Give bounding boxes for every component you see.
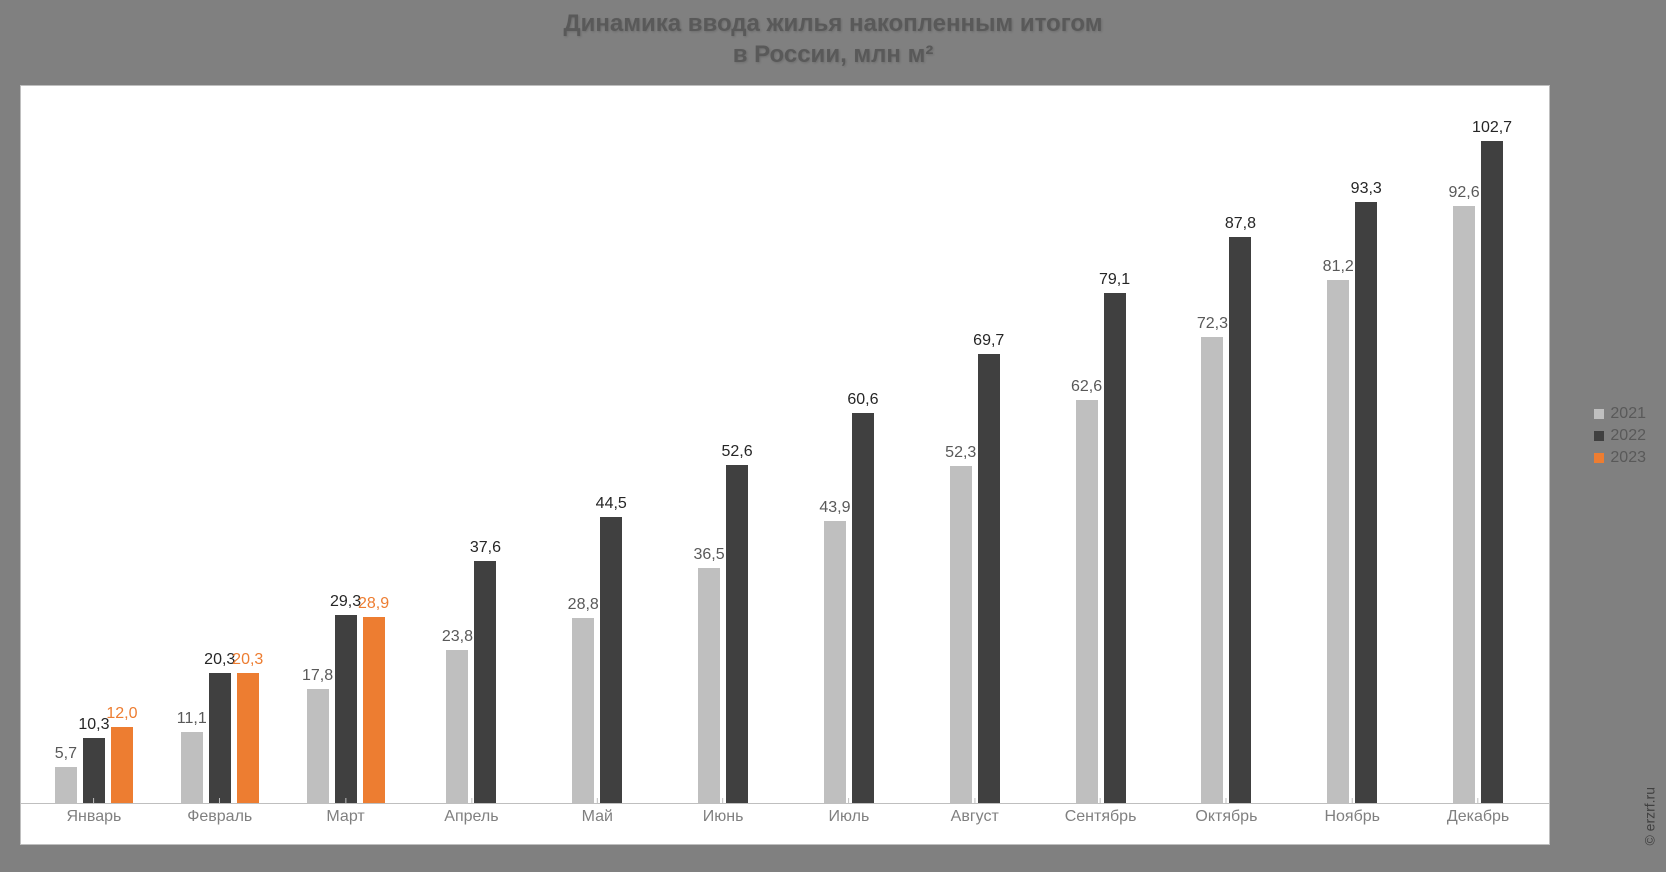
bar-value-label: 87,8 (1225, 215, 1256, 233)
bar-value-label: 62,6 (1071, 378, 1102, 396)
bar: 20,3 (237, 673, 259, 804)
chart-title-line1: Динамика ввода жилья накопленным итогом (0, 8, 1666, 39)
bar-group: 17,829,328,9Март (283, 96, 409, 804)
bar-value-label: 79,1 (1099, 271, 1130, 289)
x-axis-label: Май (582, 808, 613, 826)
legend-swatch (1594, 431, 1604, 441)
bar-value-label: 102,7 (1472, 119, 1512, 137)
bar-value-label: 60,6 (847, 391, 878, 409)
bar: 28,8 (572, 618, 594, 804)
x-axis-label: Декабрь (1447, 808, 1509, 826)
bar-value-label: 20,3 (232, 651, 263, 669)
bar-value-label: 20,3 (204, 651, 235, 669)
bar-value-label: 52,3 (945, 444, 976, 462)
bar: 29,3 (335, 615, 357, 804)
x-axis-label: Август (951, 808, 999, 826)
x-axis-label: Январь (66, 808, 121, 826)
x-axis-label: Апрель (444, 808, 498, 826)
bar-value-label: 36,5 (693, 546, 724, 564)
bar: 43,9 (824, 521, 846, 804)
bar: 52,6 (726, 465, 748, 805)
legend-swatch (1594, 409, 1604, 419)
bar-value-label: 43,9 (819, 499, 850, 517)
bar: 10,3 (83, 738, 105, 804)
legend-label: 2021 (1610, 405, 1646, 423)
bar-value-label: 44,5 (596, 495, 627, 513)
bar: 102,7 (1481, 141, 1503, 804)
legend-label: 2022 (1610, 427, 1646, 445)
x-axis-label: Октябрь (1195, 808, 1257, 826)
x-axis-label: Сентябрь (1065, 808, 1137, 826)
bar: 60,6 (852, 413, 874, 804)
bar: 69,7 (978, 354, 1000, 804)
bar: 12,0 (111, 727, 133, 804)
chart-title: Динамика ввода жилья накопленным итогом … (0, 0, 1666, 70)
bar-group: 43,960,6Июль (786, 96, 912, 804)
bar-group: 62,679,1Сентябрь (1038, 96, 1164, 804)
bar-value-label: 72,3 (1197, 315, 1228, 333)
bar-value-label: 29,3 (330, 593, 361, 611)
x-axis-label: Март (326, 808, 364, 826)
bar-group: 92,6102,7Декабрь (1415, 96, 1541, 804)
bar-value-label: 11,1 (177, 710, 207, 728)
bar-value-label: 52,6 (721, 443, 752, 461)
bar-value-label: 93,3 (1351, 180, 1382, 198)
bar: 44,5 (600, 517, 622, 804)
x-axis-label: Июнь (703, 808, 744, 826)
bar-value-label: 28,9 (358, 595, 389, 613)
legend-swatch (1594, 453, 1604, 463)
bar-group: 36,552,6Июнь (660, 96, 786, 804)
bar-value-label: 17,8 (302, 667, 333, 685)
bar: 93,3 (1355, 202, 1377, 804)
bar-group: 11,120,320,3Февраль (157, 96, 283, 804)
bar: 36,5 (698, 568, 720, 804)
bar-value-label: 81,2 (1323, 258, 1354, 276)
bar: 17,8 (307, 689, 329, 804)
credit: © erzrf.ru (1642, 787, 1658, 846)
bar: 37,6 (474, 561, 496, 804)
bar: 52,3 (950, 466, 972, 804)
chart-title-line2: в России, млн м² (0, 39, 1666, 70)
bar-group: 5,710,312,0Январь (31, 96, 157, 804)
bar-group: 28,844,5Май (534, 96, 660, 804)
legend: 2021 2022 2023 (1594, 401, 1646, 471)
bar-value-label: 28,8 (568, 596, 599, 614)
x-axis (21, 803, 1549, 804)
plot: 5,710,312,0Январь11,120,320,3Февраль17,8… (31, 96, 1539, 804)
bar: 5,7 (55, 767, 77, 804)
bar-value-label: 12,0 (106, 705, 137, 723)
bar-value-label: 10,3 (78, 716, 109, 734)
bar-group: 72,387,8Октябрь (1164, 96, 1290, 804)
bar-value-label: 69,7 (973, 332, 1004, 350)
bar: 81,2 (1327, 280, 1349, 804)
bar-value-label: 23,8 (442, 628, 473, 646)
bar: 62,6 (1076, 400, 1098, 804)
legend-label: 2023 (1610, 449, 1646, 467)
bar: 23,8 (446, 650, 468, 804)
bar-group: 23,837,6Апрель (409, 96, 535, 804)
bar: 11,1 (181, 732, 203, 804)
bar-group: 52,369,7Август (912, 96, 1038, 804)
bar-value-label: 37,6 (470, 539, 501, 557)
bar: 87,8 (1229, 237, 1251, 804)
bar: 92,6 (1453, 206, 1475, 804)
bar: 28,9 (363, 617, 385, 804)
bar-group: 81,293,3Ноябрь (1289, 96, 1415, 804)
x-axis-label: Февраль (187, 808, 252, 826)
x-axis-label: Ноябрь (1324, 808, 1380, 826)
bar-value-label: 92,6 (1448, 184, 1479, 202)
legend-item: 2023 (1594, 449, 1646, 467)
legend-item: 2021 (1594, 405, 1646, 423)
x-axis-label: Июль (828, 808, 869, 826)
plot-area: 5,710,312,0Январь11,120,320,3Февраль17,8… (20, 85, 1550, 845)
bar-value-label: 5,7 (55, 745, 77, 763)
bar: 72,3 (1201, 337, 1223, 804)
bar: 20,3 (209, 673, 231, 804)
legend-item: 2022 (1594, 427, 1646, 445)
bar: 79,1 (1104, 293, 1126, 804)
